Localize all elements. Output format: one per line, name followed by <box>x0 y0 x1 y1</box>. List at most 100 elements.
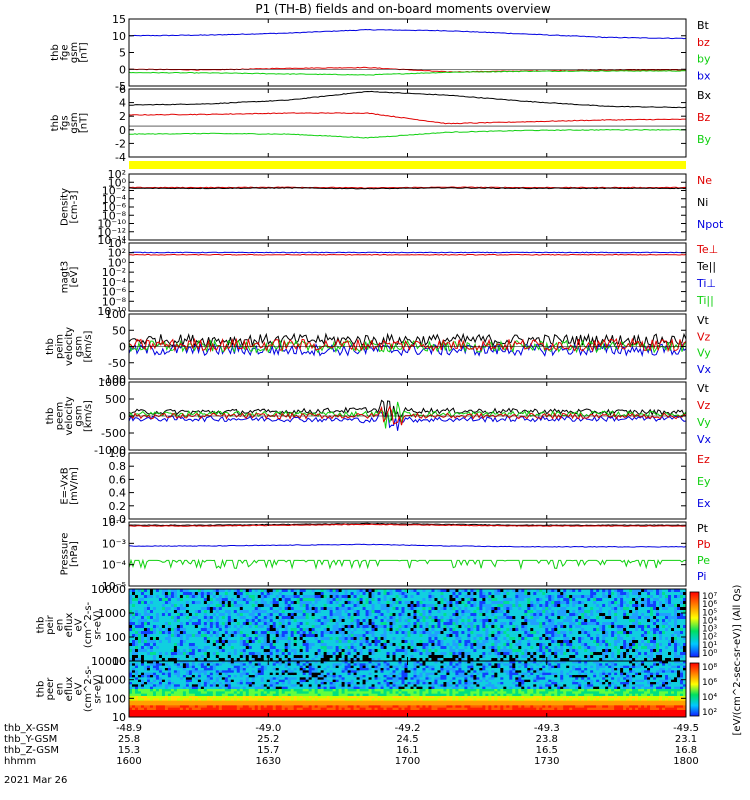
spectrogram-cell <box>131 649 136 653</box>
spectrogram-cell <box>140 622 145 626</box>
spectrogram-cell <box>548 595 552 599</box>
spectrogram-cell <box>215 592 220 596</box>
spectrogram-cell <box>482 628 486 632</box>
spectrogram-cell <box>644 658 648 662</box>
spectrogram-cell <box>272 622 277 626</box>
spectrogram-cell <box>683 598 687 602</box>
spectrogram-cell <box>404 652 408 656</box>
spectrogram-cell <box>404 607 408 611</box>
spectrogram-cell <box>674 658 678 662</box>
spectrogram-cell <box>557 643 561 647</box>
spectrogram-cell <box>491 619 495 623</box>
spectrogram-cell <box>545 613 549 617</box>
spectrogram-cell <box>362 616 366 620</box>
spectrogram-cell <box>479 589 483 593</box>
spectrogram-cell <box>479 640 483 644</box>
spectrogram-cell <box>410 631 414 635</box>
spectrogram-cell <box>683 613 687 617</box>
spectrogram-cell <box>350 625 354 629</box>
spectrogram-cell <box>584 592 588 596</box>
spectrogram-cell <box>356 634 360 638</box>
spectrogram-cell <box>251 601 256 605</box>
spectrogram-cell <box>470 631 474 635</box>
spectrogram-cell <box>206 604 211 608</box>
spectrogram-cell <box>536 604 540 608</box>
spectrogram-cell <box>671 640 675 644</box>
spectrogram-cell <box>473 619 477 623</box>
spectrogram-cell <box>224 652 229 656</box>
spectrogram-cell <box>533 601 537 605</box>
spectrogram-cell <box>560 652 564 656</box>
spectrogram-cell <box>167 643 172 647</box>
spectrogram-cell <box>647 655 651 659</box>
spectrogram-cell <box>644 637 648 641</box>
spectrogram-cell <box>188 616 193 620</box>
spectrogram-cell <box>158 625 163 629</box>
spectrogram-cell <box>431 589 435 593</box>
spectrogram-cell <box>398 652 402 656</box>
spectrogram-cell <box>602 646 606 650</box>
spectrogram-cell <box>479 619 483 623</box>
spectrogram-cell <box>590 628 594 632</box>
spectrogram-cell <box>593 622 597 626</box>
spectrogram-cell <box>608 613 612 617</box>
spectrogram-cell <box>476 649 480 653</box>
spectrogram-cell <box>245 640 250 644</box>
spectrogram-cell <box>317 604 322 608</box>
spectrogram-cell <box>248 634 253 638</box>
spectrogram-cell <box>140 658 145 662</box>
spectrogram-cell <box>143 628 148 632</box>
spectrogram-cell <box>335 628 340 632</box>
y-tick-label: 10⁻⁶ <box>102 286 127 299</box>
spectrogram-cell <box>236 622 241 626</box>
spectrogram-cell <box>227 643 232 647</box>
spectrogram-cell <box>593 595 597 599</box>
spectrogram-cell <box>227 595 232 599</box>
spectrogram-cell <box>410 643 414 647</box>
spectrogram-cell <box>443 595 447 599</box>
spectrogram-cell <box>659 646 663 650</box>
spectrogram-cell <box>545 652 549 656</box>
spectrogram-cell <box>368 601 372 605</box>
spectrogram-cell <box>653 601 657 605</box>
spectrogram-cell <box>533 637 537 641</box>
spectrogram-cell <box>368 604 372 608</box>
spectrogram-cell <box>260 595 265 599</box>
spectrogram-cell <box>131 601 136 605</box>
spectrogram-cell <box>269 619 274 623</box>
spectrogram-cell <box>353 631 357 635</box>
spectrogram-cell <box>314 607 319 611</box>
spectrogram-cell <box>623 616 627 620</box>
spectrogram-cell <box>335 607 340 611</box>
spectrogram-cell <box>398 610 402 614</box>
spectrogram-cell <box>446 637 450 641</box>
spectrogram-cell <box>266 646 271 650</box>
spectrogram-cell <box>479 652 483 656</box>
spectrogram-cell <box>539 616 543 620</box>
spectrogram-cell <box>563 610 567 614</box>
spectrogram-cell <box>149 619 154 623</box>
spectrogram-cell <box>605 598 609 602</box>
spectrogram-cell <box>200 604 205 608</box>
spectrogram-cell <box>416 628 420 632</box>
spectrogram-cell <box>605 634 609 638</box>
spectrogram-cell <box>332 637 337 641</box>
spectrogram-cell <box>233 619 238 623</box>
spectrogram-cell <box>683 607 687 611</box>
spectrogram-cell <box>233 643 238 647</box>
spectrogram-cell <box>500 589 504 593</box>
spectrogram-cell <box>251 637 256 641</box>
spectrogram-cell <box>467 658 471 662</box>
spectrogram-cell <box>371 649 375 653</box>
spectrogram-cell <box>518 643 522 647</box>
spectrogram-cell <box>578 616 582 620</box>
spectrogram-cell <box>494 607 498 611</box>
spectrogram-cell <box>341 610 346 614</box>
spectrogram-cell <box>443 622 447 626</box>
spectrogram-cell <box>674 595 678 599</box>
spectrogram-cell <box>218 622 223 626</box>
spectrogram-cell <box>359 634 363 638</box>
spectrogram-cell <box>203 595 208 599</box>
spectrogram-cell <box>671 628 675 632</box>
spectrogram-cell <box>269 655 274 659</box>
